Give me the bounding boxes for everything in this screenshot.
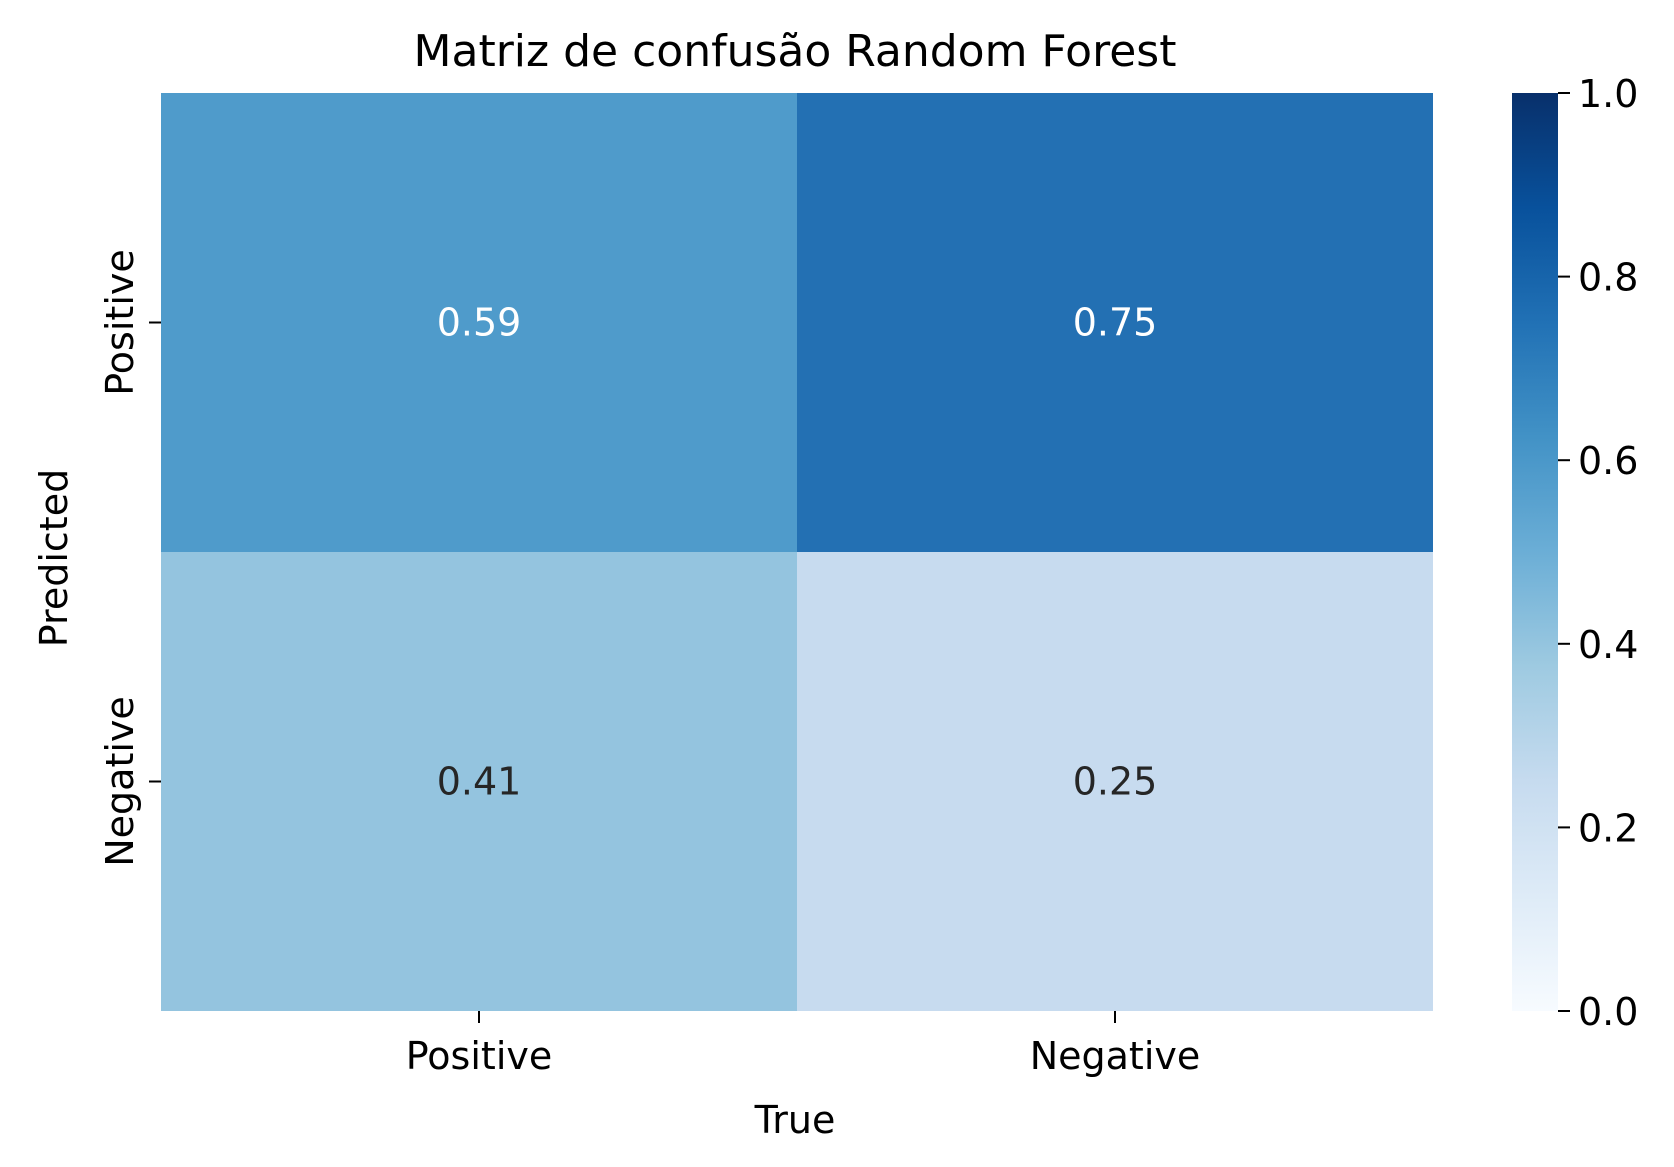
heatmap-cell [161, 93, 797, 552]
colorbar-tick-label: 0.2 [1578, 806, 1638, 850]
x-tick-label: Positive [406, 1034, 553, 1078]
heatmap-cell [797, 552, 1433, 1011]
y-axis-ticks: Positive Negative [98, 249, 161, 867]
colorbar-ticks: 0.0 0.2 0.4 0.6 0.8 1.0 [1558, 72, 1638, 1034]
y-tick-label: Positive [98, 249, 142, 396]
colorbar [1512, 93, 1558, 1011]
y-tick-label: Negative [98, 696, 142, 867]
chart-title: Matriz de confusão Random Forest [414, 26, 1177, 77]
heatmap-cells [161, 93, 1433, 1011]
heatmap-cell [797, 93, 1433, 552]
cell-value-label: 0.59 [437, 301, 522, 345]
x-tick-label: Negative [1030, 1034, 1201, 1078]
colorbar-tick-label: 0.0 [1578, 990, 1638, 1034]
cell-value-label: 0.75 [1073, 301, 1158, 345]
x-axis-ticks: Positive Negative [406, 1011, 1201, 1078]
cell-value-label: 0.25 [1073, 760, 1158, 804]
y-axis-label: Predicted [32, 469, 76, 647]
colorbar-tick-label: 0.8 [1578, 256, 1638, 300]
colorbar-tick-label: 0.6 [1578, 439, 1638, 483]
x-axis-label: True [754, 1098, 836, 1142]
heatmap-annotations: 0.59 0.75 0.41 0.25 [437, 301, 1158, 804]
colorbar-tick-label: 0.4 [1578, 623, 1638, 667]
colorbar-tick-label: 1.0 [1578, 72, 1638, 116]
cell-value-label: 0.41 [437, 760, 522, 804]
heatmap-cell [161, 552, 797, 1011]
